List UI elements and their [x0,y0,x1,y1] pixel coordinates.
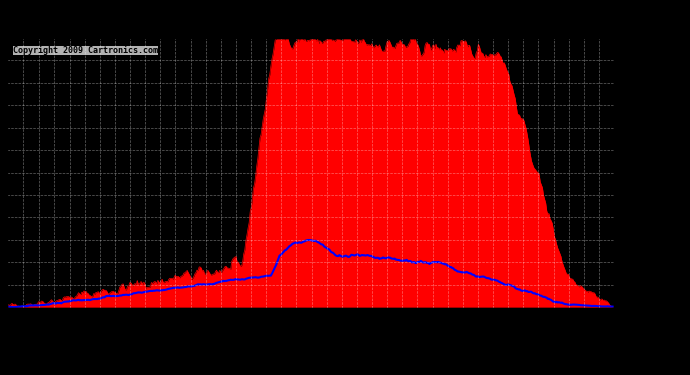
Text: Copyright 2009 Cartronics.com: Copyright 2009 Cartronics.com [13,46,158,55]
Text: West Array Power (red) (watts) & Solar Radiation (blue) (W/m2) Thu Jan 22 16:55: West Array Power (red) (watts) & Solar R… [7,11,639,24]
